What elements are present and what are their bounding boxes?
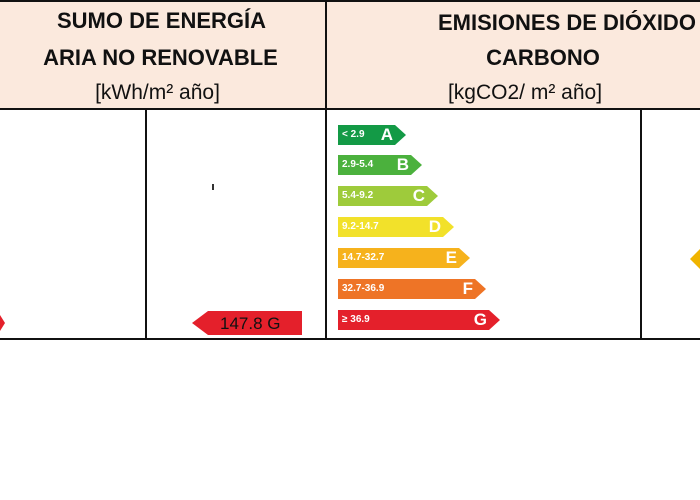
energy-header: SUMO DE ENERGÍA ARIA NO RENOVABLE [kWh/m… xyxy=(0,0,325,108)
rating-letter-g: G xyxy=(473,310,487,329)
rating-letter-c: C xyxy=(412,186,425,205)
section-divider xyxy=(325,0,327,340)
rating-letter-d: D xyxy=(428,217,441,236)
rating-letter-f: F xyxy=(462,279,473,298)
rating-range-f: 32.7-36.9 xyxy=(342,283,385,294)
rating-range-g: ≥ 36.9 xyxy=(342,314,370,325)
rating-letter-a: A xyxy=(380,125,393,144)
energy-value-tag: 147.8 G xyxy=(192,311,302,335)
rating-bar-a: < 2.9 A xyxy=(338,125,406,145)
rating-range-a: < 2.9 xyxy=(342,129,365,140)
energy-header-line2: ARIA NO RENOVABLE xyxy=(43,45,278,70)
energy-column-divider xyxy=(145,108,147,340)
cropped-rating-tag-left xyxy=(0,315,5,331)
rating-range-b: 2.9-5.4 xyxy=(342,159,374,170)
rating-range-c: 5.4-9.2 xyxy=(342,190,374,201)
rating-range-e: 14.7-32.7 xyxy=(342,252,385,263)
rating-bar-c: 5.4-9.2 C xyxy=(338,186,438,206)
rating-bar-f: 32.7-36.9 F xyxy=(338,279,486,299)
rating-bar-b: 2.9-5.4 B xyxy=(338,155,422,175)
co2-header-line1: EMISIONES DE DIÓXIDO D xyxy=(438,10,700,35)
header-divider xyxy=(0,108,700,110)
stray-mark xyxy=(212,184,214,190)
rating-bar-g: ≥ 36.9 G xyxy=(338,310,500,330)
energy-header-unit: [kWh/m² año] xyxy=(95,81,220,104)
rating-letter-b: B xyxy=(396,155,409,174)
rating-range-d: 9.2-14.7 xyxy=(342,221,379,232)
co2-header-unit: [kgCO2/ m² año] xyxy=(447,81,603,104)
rating-bar-d: 9.2-14.7 D xyxy=(338,217,454,237)
cropped-rating-tag-right xyxy=(690,249,700,269)
table-top-border xyxy=(0,0,700,2)
energy-value-text: 147.8 G xyxy=(220,314,281,333)
energy-header-line1: SUMO DE ENERGÍA xyxy=(56,8,267,33)
co2-header: EMISIONES DE DIÓXIDO D CARBONO [kgCO2/ m… xyxy=(326,0,700,108)
co2-header-line2: CARBONO xyxy=(486,45,600,70)
table-bottom-border xyxy=(0,338,700,340)
rating-letter-e: E xyxy=(445,248,457,267)
co2-column-divider xyxy=(640,108,642,340)
rating-bar-e: 14.7-32.7 E xyxy=(338,248,470,268)
